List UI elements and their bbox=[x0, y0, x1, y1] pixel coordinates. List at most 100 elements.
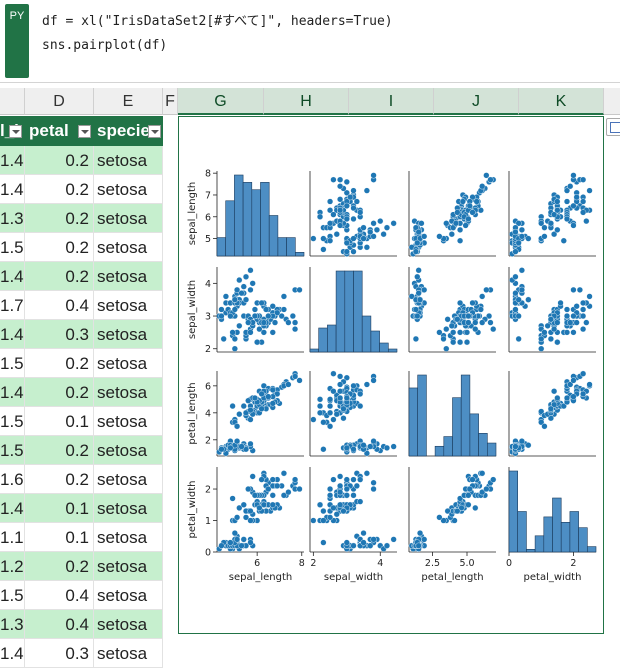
table-cell-petal-width[interactable]: 0.2 bbox=[25, 465, 94, 494]
table-cell-species[interactable]: setosa bbox=[94, 349, 163, 378]
table-cell-petal-width[interactable]: 0.1 bbox=[25, 407, 94, 436]
scatter-point bbox=[525, 442, 532, 449]
table-cell-petal-length[interactable]: 1.3 bbox=[0, 610, 25, 639]
scatter-point bbox=[285, 489, 292, 496]
table-cell-petal-width[interactable]: 0.4 bbox=[25, 610, 94, 639]
table-cell-petal-width[interactable]: 0.3 bbox=[25, 639, 94, 668]
header-petal-length[interactable]: l_l bbox=[0, 116, 25, 146]
scatter-point bbox=[233, 536, 241, 543]
header-species[interactable]: specie bbox=[94, 116, 163, 146]
column-header-j[interactable]: J bbox=[434, 88, 519, 115]
column-header-g[interactable]: G bbox=[178, 88, 264, 115]
scatter-point bbox=[326, 402, 334, 410]
table-cell-species[interactable]: setosa bbox=[94, 175, 163, 204]
table-cell-petal-length[interactable]: 1.4 bbox=[0, 146, 25, 175]
table-cell-petal-length[interactable]: 1.4 bbox=[0, 320, 25, 349]
table-cell-species[interactable]: setosa bbox=[94, 320, 163, 349]
table-cell-petal-width[interactable]: 0.1 bbox=[25, 523, 94, 552]
scatter-point bbox=[256, 326, 263, 333]
histogram-bar bbox=[234, 174, 244, 257]
column-header-f[interactable]: F bbox=[163, 88, 178, 115]
formula-code[interactable]: df = xl("IrisDataSet2[#すべて]", headers=Tr… bbox=[42, 10, 393, 58]
scatter-point bbox=[229, 495, 236, 502]
table-cell-petal-length[interactable]: 1.5 bbox=[0, 233, 25, 262]
table-cell-species[interactable]: setosa bbox=[94, 639, 163, 668]
table-cell-petal-length[interactable]: 1.4 bbox=[0, 175, 25, 204]
table-cell-petal-length[interactable]: 1.7 bbox=[0, 291, 25, 320]
column-header-h[interactable]: H bbox=[264, 88, 349, 115]
table-cell-petal-length[interactable]: 1.4 bbox=[0, 262, 25, 291]
histogram-bar bbox=[526, 548, 536, 553]
table-cell-petal-width[interactable]: 0.1 bbox=[25, 494, 94, 523]
table-cell-petal-width[interactable]: 0.2 bbox=[25, 146, 94, 175]
table-cell-petal-length[interactable]: 1.5 bbox=[0, 436, 25, 465]
table-cell-petal-length[interactable]: 1.6 bbox=[0, 465, 25, 494]
column-header-e[interactable]: E bbox=[94, 88, 163, 115]
table-cell-species[interactable]: setosa bbox=[94, 291, 163, 320]
table-cell-petal-width[interactable]: 0.2 bbox=[25, 233, 94, 262]
column-header-c[interactable] bbox=[0, 88, 25, 115]
column-header-l[interactable] bbox=[604, 88, 620, 115]
table-cell-species[interactable]: setosa bbox=[94, 436, 163, 465]
filter-dropdown-icon[interactable] bbox=[9, 125, 22, 138]
table-cell-petal-length[interactable]: 1.4 bbox=[0, 378, 25, 407]
table-cell-species[interactable]: setosa bbox=[94, 378, 163, 407]
scatter-point bbox=[326, 396, 334, 403]
table-cell-petal-length[interactable]: 1.5 bbox=[0, 407, 25, 436]
table-cell-petal-width[interactable]: 0.2 bbox=[25, 349, 94, 378]
table-cell-petal-length[interactable]: 1.4 bbox=[0, 494, 25, 523]
scatter-point bbox=[472, 326, 479, 333]
scatter-point bbox=[408, 293, 415, 300]
table-cell-species[interactable]: setosa bbox=[94, 204, 163, 233]
column-header-k[interactable]: K bbox=[519, 88, 604, 115]
table-cell-petal-length[interactable]: 1.3 bbox=[0, 204, 25, 233]
table-cell-petal-length[interactable]: 1.1 bbox=[0, 523, 25, 552]
filter-dropdown-icon[interactable] bbox=[148, 125, 161, 138]
column-header-i[interactable]: I bbox=[349, 88, 434, 115]
table-cell-petal-width[interactable]: 0.2 bbox=[25, 436, 94, 465]
table-cell-species[interactable]: setosa bbox=[94, 552, 163, 581]
table-cell-species[interactable]: setosa bbox=[94, 465, 163, 494]
table-cell-petal-length[interactable]: 1.2 bbox=[0, 552, 25, 581]
table-cell-species[interactable]: setosa bbox=[94, 581, 163, 610]
table-cell-species[interactable]: setosa bbox=[94, 233, 163, 262]
formula-bar[interactable]: PY df = xl("IrisDataSet2[#すべて]", headers… bbox=[0, 0, 620, 83]
table-cell-petal-width[interactable]: 0.2 bbox=[25, 175, 94, 204]
table-cell-petal-length[interactable]: 1.4 bbox=[0, 639, 25, 668]
scatter-point bbox=[353, 482, 360, 489]
scatter-point bbox=[227, 312, 234, 320]
python-badge[interactable]: PY bbox=[5, 4, 29, 78]
table-cell-petal-width[interactable]: 0.2 bbox=[25, 262, 94, 291]
scatter-point bbox=[547, 335, 554, 343]
header-petal-width[interactable]: petal bbox=[25, 116, 94, 146]
column-header-d[interactable]: D bbox=[25, 88, 94, 115]
table-cell-petal-width[interactable]: 0.2 bbox=[25, 378, 94, 407]
table-cell-petal-length[interactable]: 1.5 bbox=[0, 349, 25, 378]
table-cell-petal-width[interactable]: 0.4 bbox=[25, 581, 94, 610]
table-cell-species[interactable]: setosa bbox=[94, 407, 163, 436]
scatter-point bbox=[247, 517, 254, 524]
scatter-point bbox=[343, 178, 350, 185]
table-cell-petal-width[interactable]: 0.2 bbox=[25, 204, 94, 233]
table-cell-petal-length[interactable]: 1.5 bbox=[0, 581, 25, 610]
table-cell-species[interactable]: setosa bbox=[94, 523, 163, 552]
scatter-point bbox=[573, 319, 580, 326]
table-cell-species[interactable]: setosa bbox=[94, 610, 163, 639]
scatter-point bbox=[483, 485, 490, 493]
scatter-point bbox=[541, 329, 548, 336]
filter-dropdown-icon[interactable] bbox=[78, 125, 91, 138]
pairplot-chart[interactable]: 5 6 7 8 2 3 4 2 4 6 0 1 2 6 8 2 4 2.5 5.0 0 2 sepal_length sep… bbox=[178, 116, 604, 634]
scatter-point bbox=[583, 319, 590, 326]
chart-options-icon[interactable] bbox=[606, 118, 620, 136]
table-cell-petal-width[interactable]: 0.4 bbox=[25, 291, 94, 320]
table-cell-petal-width[interactable]: 0.2 bbox=[25, 552, 94, 581]
table-cell-species[interactable]: setosa bbox=[94, 494, 163, 523]
scatter-point bbox=[538, 335, 545, 343]
scatter-point bbox=[469, 299, 476, 307]
table-cell-petal-width[interactable]: 0.3 bbox=[25, 320, 94, 349]
table-cell-species[interactable]: setosa bbox=[94, 146, 163, 175]
table-cell-species[interactable]: setosa bbox=[94, 262, 163, 291]
scatter-point bbox=[490, 476, 497, 483]
scatter-point bbox=[383, 224, 391, 231]
x-tick-label: 2 bbox=[310, 558, 316, 569]
